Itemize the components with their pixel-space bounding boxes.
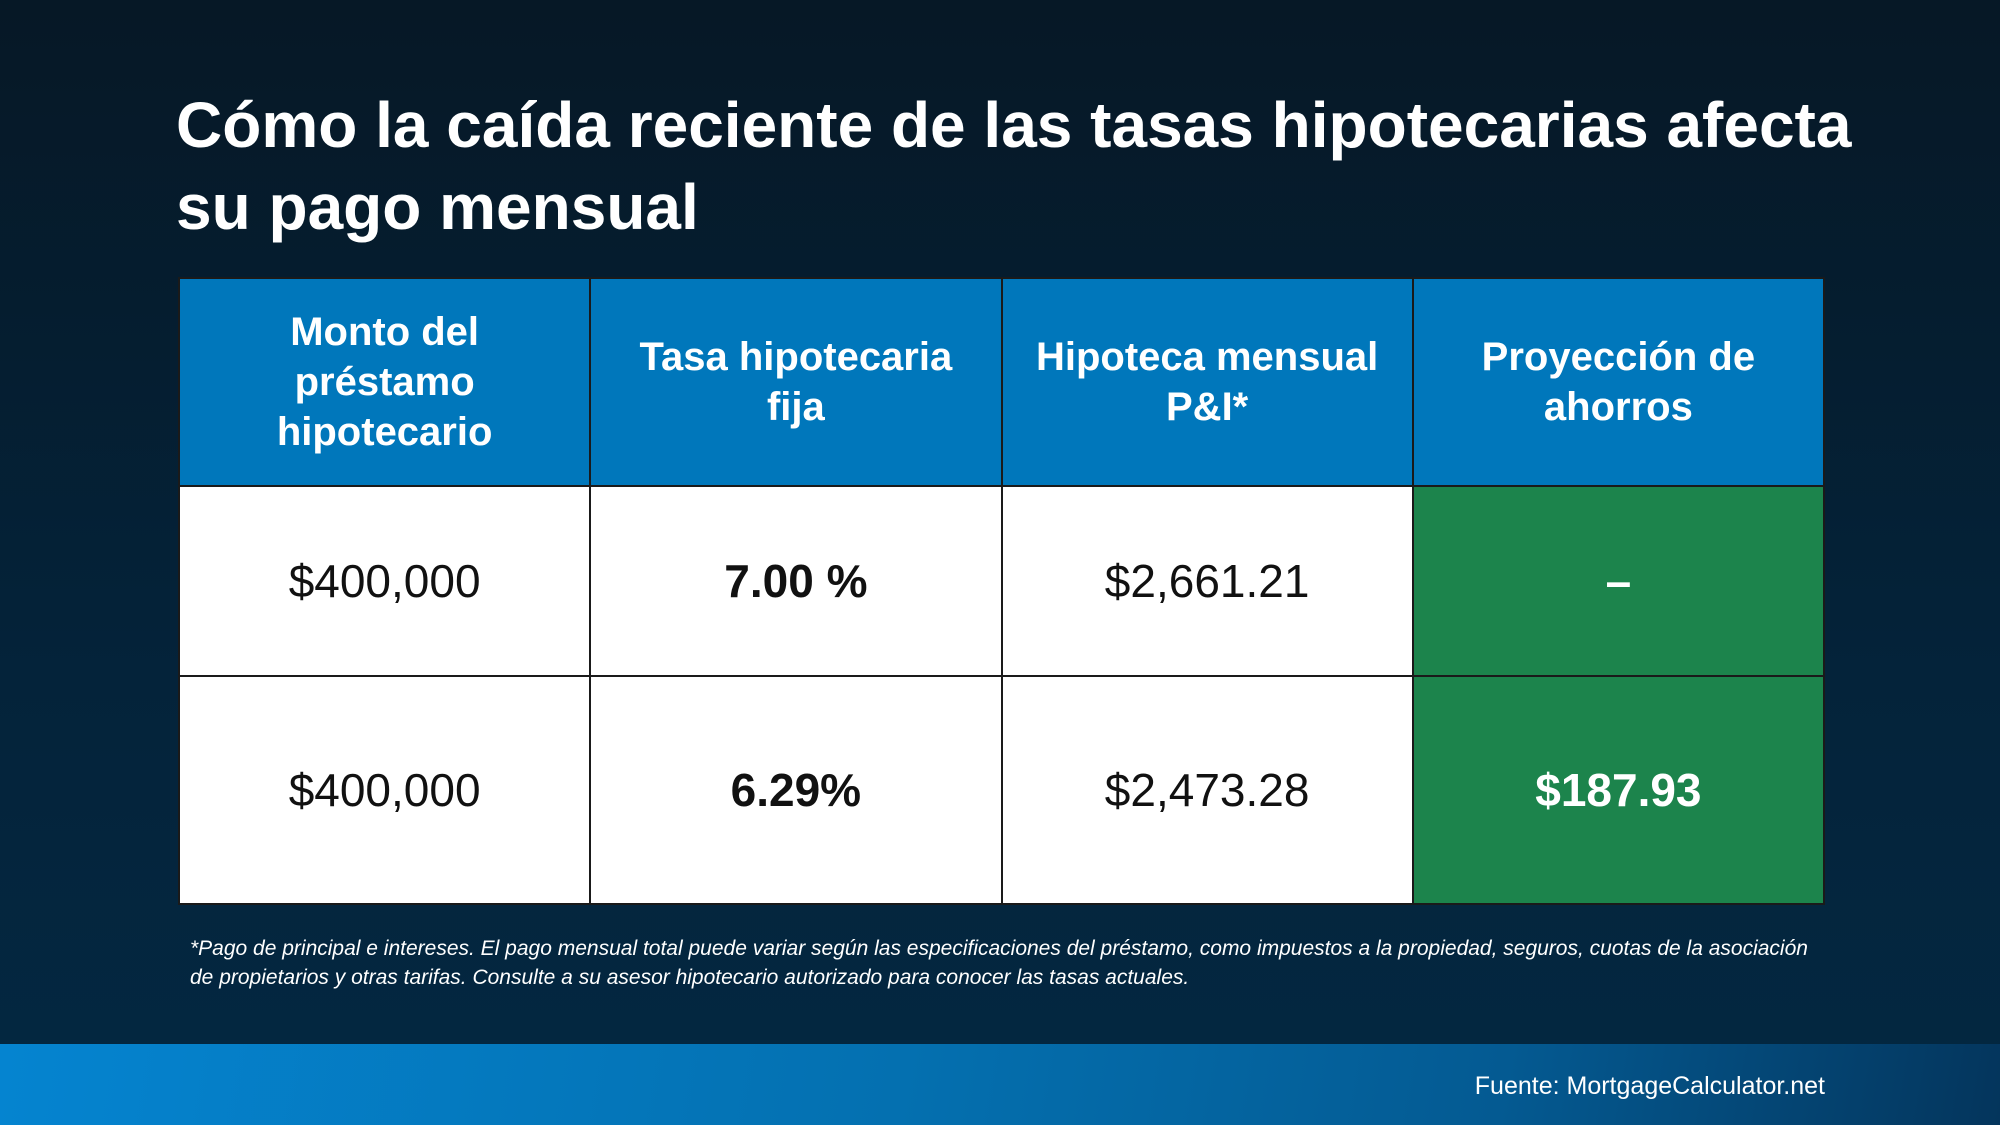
loan-amount-cell: $400,000 [177,675,592,905]
footnote: *Pago de principal e intereses. El pago … [190,937,1808,989]
table-header-row: Monto del préstamo hipotecario Tasa hipo… [177,277,1826,487]
mortgage-comparison-table: Monto del préstamo hipotecario Tasa hipo… [177,277,1826,905]
footer-bar: Fuente: MortgageCalculator.net [0,1044,2000,1125]
header-monthly-pi: Hipoteca mensual P&I* [1000,277,1414,487]
monthly-payment-cell: $2,473.28 [1000,675,1414,905]
monthly-payment-cell: $2,661.21 [1000,485,1414,677]
table-row: $400,000 6.29% $2,473.28 $187.93 [177,675,1826,905]
loan-amount-cell: $400,000 [177,485,592,677]
savings-cell: $187.93 [1411,675,1826,905]
source-text: Fuente: MortgageCalculator.net [1474,1072,1825,1100]
header-fixed-rate: Tasa hipotecaria fija [589,277,1003,487]
rate-cell: 6.29% [589,675,1003,905]
table-row: $400,000 7.00 % $2,661.21 – [177,485,1826,677]
header-loan-amount: Monto del préstamo hipotecario [177,277,592,487]
savings-cell: – [1411,485,1826,677]
header-savings: Proyección de ahorros [1411,277,1826,487]
page-title: Cómo la caída reciente de las tasas hipo… [176,89,1852,243]
rate-cell: 7.00 % [589,485,1003,677]
